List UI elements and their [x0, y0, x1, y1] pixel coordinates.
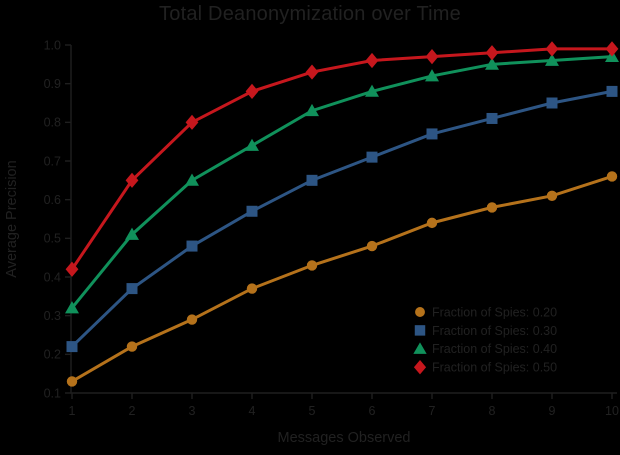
diamond-marker-icon [365, 52, 379, 69]
x-tick-label: 8 [489, 404, 496, 418]
x-tick-label: 4 [249, 404, 256, 418]
circle-marker-icon [306, 260, 318, 271]
legend-item: Fraction of Spies: 0.20 [415, 305, 557, 319]
diamond-marker-icon [605, 41, 619, 57]
square-marker-icon [246, 205, 258, 217]
triangle-marker-icon [125, 227, 139, 240]
triangle-marker-icon [245, 138, 259, 151]
legend-item: Fraction of Spies: 0.50 [413, 359, 557, 375]
y-tick-label: 0.3 [44, 309, 61, 323]
triangle-marker-icon [545, 53, 559, 66]
x-axis-label: Messages Observed [277, 430, 411, 446]
triangle-marker-icon [413, 342, 427, 354]
square-marker-icon [546, 97, 558, 109]
y-tick-label: 0.8 [44, 116, 61, 130]
square-marker-icon [366, 151, 378, 163]
x-tick-label: 5 [309, 404, 316, 418]
x-tick-label: 2 [129, 404, 136, 418]
axes-spines [70, 45, 617, 394]
square-marker-icon [606, 85, 618, 97]
legend-label: Fraction of Spies: 0.30 [432, 324, 557, 338]
circle-marker-icon [486, 202, 498, 213]
series-line [70, 89, 613, 348]
legend-label: Fraction of Spies: 0.20 [432, 305, 557, 319]
square-marker-icon [426, 128, 438, 140]
triangle-marker-icon [305, 103, 319, 117]
y-axis-label: Average Precision [4, 160, 20, 278]
chart-title: Total Deanonymization over Time [159, 3, 461, 25]
y-tick-label: 0.6 [44, 193, 61, 207]
circle-marker-icon [366, 240, 378, 252]
diamond-marker-icon [125, 172, 139, 188]
diamond-marker-icon [245, 83, 259, 99]
x-tick-label: 7 [429, 404, 436, 418]
legend-item: Fraction of Spies: 0.40 [413, 342, 557, 356]
legend-item: Fraction of Spies: 0.30 [414, 324, 557, 338]
series-4 [65, 41, 619, 277]
diamond-marker-icon [545, 41, 559, 57]
series-3 [65, 49, 619, 314]
series-line [71, 175, 613, 383]
y-tick-label: 1.0 [44, 38, 61, 52]
square-marker-icon [126, 283, 138, 295]
x-tick-label: 3 [189, 404, 196, 418]
series-line [70, 47, 612, 271]
series-1 [66, 171, 618, 387]
y-tick-label: 0.5 [44, 232, 61, 246]
y-tick-label: 0.2 [44, 348, 61, 362]
circle-marker-icon [126, 341, 138, 352]
circle-marker-icon [66, 376, 78, 387]
diamond-marker-icon [413, 359, 427, 375]
y-tick-label: 0.7 [44, 154, 61, 168]
legend-label: Fraction of Spies: 0.40 [432, 342, 557, 356]
triangle-marker-icon [365, 84, 379, 97]
y-tick-label: 0.1 [44, 386, 61, 400]
diamond-marker-icon [185, 114, 199, 130]
triangle-marker-icon [65, 301, 79, 314]
x-tick-label: 9 [549, 404, 556, 418]
circle-marker-icon [546, 190, 558, 201]
legend-label: Fraction of Spies: 0.50 [432, 361, 557, 375]
y-tick-label: 0.4 [44, 270, 61, 284]
x-tick-label: 6 [369, 404, 376, 418]
circle-marker-icon [186, 314, 198, 325]
circle-marker-icon [246, 283, 258, 294]
diamond-marker-icon [65, 261, 79, 277]
triangle-marker-icon [185, 173, 199, 186]
circle-marker-icon [426, 217, 438, 229]
triangle-marker-icon [485, 57, 499, 70]
diamond-marker-icon [305, 64, 319, 80]
triangle-marker-icon [425, 69, 439, 82]
square-marker-icon [66, 341, 78, 353]
y-tick-label: 0.9 [44, 77, 61, 91]
series-line [70, 55, 613, 309]
legend: Fraction of Spies: 0.20 Fraction of Spies… [413, 305, 557, 375]
square-marker-icon [306, 174, 318, 186]
series-2 [66, 85, 618, 353]
x-tick-label: 10 [605, 404, 619, 418]
circle-marker-icon [415, 307, 425, 317]
circle-marker-icon [606, 171, 618, 182]
diamond-marker-icon [425, 49, 439, 65]
x-axis-ticks: 1 2 3 4 5 6 7 8 9 10 [69, 393, 619, 418]
x-tick-label: 1 [69, 404, 76, 418]
square-marker-icon [186, 240, 198, 252]
square-marker-icon [486, 112, 498, 124]
y-axis-ticks: 0.1 0.2 0.3 0.4 0.5 0.6 0.7 0.8 0.9 1.0 [44, 38, 71, 400]
square-marker-icon [414, 325, 426, 336]
diamond-marker-icon [485, 45, 499, 61]
